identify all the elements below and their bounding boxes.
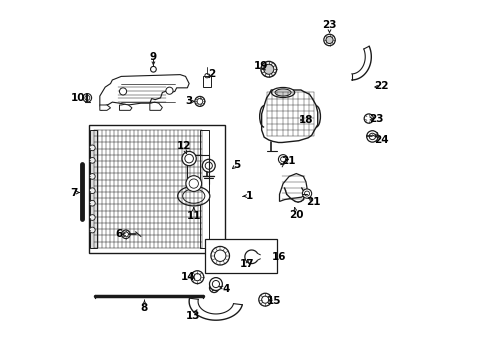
Circle shape	[190, 271, 203, 284]
Ellipse shape	[177, 186, 209, 206]
Text: 1: 1	[246, 191, 253, 201]
Text: 5: 5	[233, 160, 240, 170]
Polygon shape	[279, 174, 306, 202]
Text: 21: 21	[305, 197, 320, 207]
Circle shape	[150, 66, 156, 72]
Polygon shape	[100, 75, 189, 111]
Circle shape	[214, 250, 225, 261]
Circle shape	[261, 296, 268, 303]
Bar	[89, 125, 224, 253]
Circle shape	[184, 154, 193, 163]
Circle shape	[185, 176, 201, 192]
Text: 6: 6	[115, 229, 122, 239]
Polygon shape	[119, 104, 132, 111]
Circle shape	[209, 278, 222, 291]
Circle shape	[323, 34, 335, 46]
Circle shape	[205, 162, 212, 169]
Text: 16: 16	[271, 252, 285, 262]
Circle shape	[89, 215, 95, 220]
Circle shape	[202, 159, 215, 172]
Text: 18: 18	[298, 115, 312, 125]
Text: 10: 10	[71, 93, 85, 103]
Circle shape	[263, 64, 273, 74]
Polygon shape	[100, 105, 110, 111]
Text: 23: 23	[322, 19, 336, 30]
Circle shape	[278, 155, 287, 164]
Circle shape	[209, 283, 218, 293]
Text: 12: 12	[176, 141, 191, 151]
Text: 15: 15	[266, 296, 281, 306]
Circle shape	[261, 62, 276, 77]
Text: 21: 21	[280, 156, 295, 166]
Text: 7: 7	[70, 188, 77, 198]
Circle shape	[189, 179, 198, 188]
Bar	[203, 76, 210, 87]
Circle shape	[302, 189, 311, 198]
Text: 2: 2	[207, 68, 215, 78]
Circle shape	[89, 145, 95, 151]
Ellipse shape	[271, 87, 294, 98]
Circle shape	[193, 274, 201, 281]
Circle shape	[194, 96, 204, 107]
Circle shape	[325, 36, 332, 44]
Circle shape	[89, 157, 95, 163]
Circle shape	[368, 133, 375, 140]
Text: 19: 19	[253, 61, 267, 71]
Text: 20: 20	[288, 210, 303, 220]
Text: 13: 13	[185, 311, 200, 321]
Circle shape	[366, 131, 377, 142]
Circle shape	[210, 247, 229, 265]
Text: 9: 9	[149, 52, 157, 62]
Circle shape	[364, 114, 373, 123]
Text: 23: 23	[368, 113, 383, 123]
Bar	[205, 239, 276, 273]
Text: 14: 14	[181, 272, 195, 282]
Circle shape	[122, 230, 130, 239]
Circle shape	[89, 227, 95, 233]
Circle shape	[258, 293, 271, 306]
Text: 3: 3	[185, 96, 192, 107]
Text: 24: 24	[374, 135, 388, 145]
Ellipse shape	[274, 89, 290, 96]
Text: 11: 11	[186, 211, 201, 221]
Circle shape	[89, 174, 95, 179]
Polygon shape	[261, 90, 317, 143]
Bar	[200, 130, 208, 248]
Text: 17: 17	[240, 259, 254, 269]
Circle shape	[89, 201, 95, 206]
Text: 4: 4	[222, 284, 229, 294]
Ellipse shape	[183, 189, 204, 203]
Circle shape	[83, 94, 91, 102]
Circle shape	[89, 188, 95, 194]
Circle shape	[165, 87, 173, 94]
Text: 22: 22	[373, 81, 387, 91]
Polygon shape	[149, 102, 162, 111]
Circle shape	[119, 88, 126, 95]
Bar	[90, 130, 97, 248]
Circle shape	[182, 152, 196, 166]
Text: 8: 8	[141, 302, 148, 312]
